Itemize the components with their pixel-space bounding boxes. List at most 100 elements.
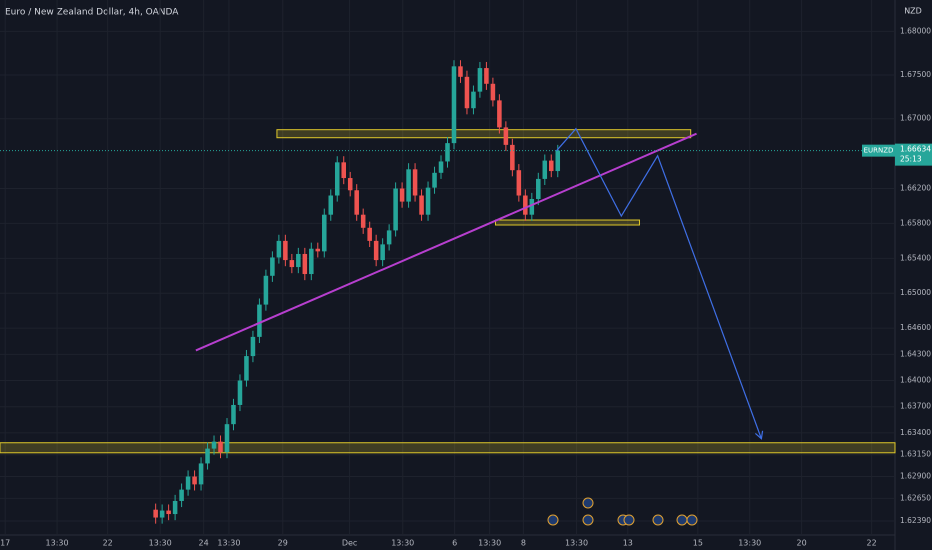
x-tick-label: 17: [0, 539, 10, 548]
y-tick-label: 1.63150: [900, 450, 931, 459]
candle-body: [425, 187, 431, 215]
candle-body: [484, 68, 489, 84]
candle-body: [542, 160, 548, 179]
candle-body: [497, 100, 502, 128]
y-tick-label: 1.62650: [900, 493, 931, 502]
candle-body: [380, 244, 385, 261]
y-tick-label: 1.62900: [900, 472, 931, 481]
x-tick-label: Dec: [342, 539, 357, 548]
x-tick-label: 22: [867, 539, 877, 548]
y-tick-label: 1.67000: [900, 114, 931, 123]
candle-body: [477, 68, 483, 92]
candle-body: [490, 83, 496, 101]
candle-body: [250, 336, 256, 357]
candle-body: [510, 144, 515, 171]
candle-body: [302, 253, 308, 275]
candle-body: [263, 275, 269, 305]
candle-body: [296, 253, 301, 268]
candle-body: [529, 198, 535, 215]
event-icon[interactable]: [652, 514, 664, 526]
last-price-label: 1.66634: [900, 145, 931, 154]
candle-body: [185, 476, 191, 490]
candle-body: [419, 195, 424, 215]
candle-body: [386, 230, 392, 245]
x-tick-label: 13:30: [478, 539, 501, 548]
y-tick-label: 1.65400: [900, 253, 931, 262]
x-tick-label: 13:30: [217, 539, 240, 548]
x-tick-label: 13:30: [46, 539, 69, 548]
y-tick-label: 1.68000: [900, 26, 931, 35]
event-icon[interactable]: [582, 497, 594, 509]
x-tick-label: 20: [797, 539, 807, 548]
y-tick-label: 1.66200: [900, 184, 931, 193]
candle-body: [159, 510, 165, 518]
candle-body: [276, 240, 282, 258]
candle-body: [218, 441, 223, 453]
countdown-label: 25:13: [900, 155, 922, 164]
y-tick-label: 1.62390: [900, 516, 931, 525]
candle-body: [309, 248, 314, 275]
event-icon[interactable]: [676, 514, 688, 526]
chart-title: Euro / New Zealand Dollar, 4h, OANDA: [5, 8, 179, 18]
x-tick-label: 24: [199, 539, 209, 548]
candle-body: [334, 162, 340, 196]
candle-body: [322, 214, 327, 252]
candle-body: [224, 424, 230, 453]
candle-body: [503, 127, 509, 145]
candle-body: [367, 227, 372, 241]
event-icons[interactable]: [547, 497, 698, 526]
x-tick-label: 15: [693, 539, 703, 548]
candle-body: [451, 66, 457, 144]
symbol-label: EURNZD: [864, 147, 894, 155]
candle-body: [237, 380, 243, 405]
currency-label: NZD: [904, 7, 922, 16]
candle-body: [432, 172, 437, 188]
y-tick-label: 1.64600: [900, 323, 931, 332]
x-tick-label: 13: [623, 539, 633, 548]
candle-body: [445, 143, 450, 162]
y-tick-label: 1.64300: [900, 349, 931, 358]
candle-body: [166, 510, 171, 515]
candle-body: [205, 448, 210, 464]
y-tick-label: 1.63700: [900, 402, 931, 411]
candle-body: [523, 195, 528, 215]
candle-body: [393, 188, 398, 231]
x-tick-label: 29: [278, 539, 288, 548]
event-icon[interactable]: [623, 514, 635, 526]
y-tick-label: 1.64000: [900, 376, 931, 385]
x-tick-label: 13:30: [565, 539, 588, 548]
candle-body: [399, 188, 405, 202]
price-tag: [895, 143, 932, 166]
candle-body: [289, 260, 295, 268]
candle-body: [315, 248, 321, 252]
candle-body: [198, 463, 204, 485]
x-tick-label: 22: [103, 539, 113, 548]
candle-body: [360, 214, 366, 228]
candle-body: [192, 476, 197, 485]
candle-body: [412, 169, 418, 196]
candle-body: [153, 509, 158, 518]
x-tick-label: 8: [521, 539, 526, 548]
symbol-tag: [862, 144, 895, 157]
candle-body: [354, 190, 359, 215]
y-tick-label: 1.65000: [900, 288, 931, 297]
candle-body: [328, 195, 334, 215]
candle-body: [536, 178, 541, 199]
candle-body: [211, 441, 217, 449]
projection-path: [556, 127, 762, 439]
event-icon[interactable]: [547, 514, 559, 526]
candle-body: [231, 404, 236, 425]
event-icon[interactable]: [686, 514, 698, 526]
candle-body: [548, 160, 554, 172]
x-tick-label: 13:30: [149, 539, 172, 548]
x-tick-label: 13:30: [391, 539, 414, 548]
y-tick-label: 1.65800: [900, 218, 931, 227]
event-icon[interactable]: [582, 514, 594, 526]
zone: [494, 219, 640, 226]
candle-body: [347, 178, 353, 191]
y-tick-label: 1.67500: [900, 70, 931, 79]
candle-body: [257, 304, 262, 337]
candle-body: [373, 240, 379, 261]
candle-body: [464, 76, 470, 109]
candle-body: [179, 489, 184, 501]
